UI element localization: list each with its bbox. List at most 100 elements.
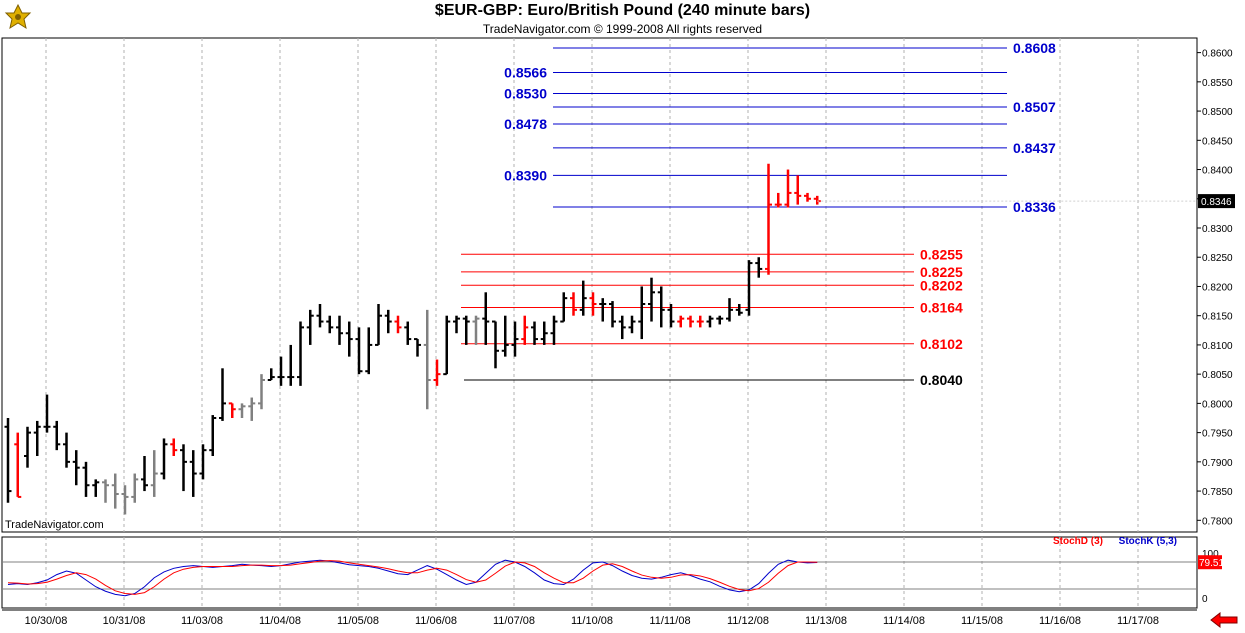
ohlc-bar	[706, 315, 714, 328]
x-tick-label: 11/15/08	[961, 615, 1003, 627]
ohlc-bar	[657, 286, 665, 328]
ohlc-bar	[482, 292, 490, 345]
x-tick-label: 11/06/08	[415, 615, 457, 627]
chart-title: $EUR-GBP: Euro/British Pound (240 minute…	[434, 2, 811, 19]
ohlc-bar	[267, 368, 275, 381]
level-label: 0.8507	[1013, 99, 1056, 115]
level-label: 0.8164	[920, 300, 963, 316]
y-tick-label: 0.7800	[1202, 516, 1233, 527]
ohlc-bar	[336, 315, 343, 345]
ohlc-bar	[667, 304, 675, 328]
ohlc-bar	[365, 327, 373, 375]
ohlc-bar	[628, 315, 636, 334]
ohlc-bar	[511, 321, 519, 357]
ohlc-bar	[531, 321, 538, 345]
watermark-text: TradeNavigator.com	[5, 519, 104, 531]
x-tick-label: 11/10/08	[571, 615, 613, 627]
ohlc-bar	[433, 359, 441, 386]
ohlc-bar	[63, 432, 70, 468]
ohlc-bar	[228, 402, 236, 418]
ohlc-bar	[170, 438, 178, 456]
ohlc-bar	[716, 315, 724, 325]
ohlc-bar	[618, 315, 626, 340]
ohlc-bar	[258, 374, 265, 410]
ohlc-bar	[638, 286, 646, 340]
ohlc-bar	[375, 304, 382, 346]
ohlc-bar	[560, 292, 568, 323]
x-tick-label: 11/16/08	[1039, 615, 1081, 627]
axes: 10/30/08 10/31/08 11/03/08 11/04/08 11/05/08…	[2, 49, 1235, 627]
x-tick-label: 11/17/08	[1117, 615, 1159, 627]
ohlc-bar	[589, 292, 597, 316]
ohlc-bar	[423, 309, 431, 410]
ohlc-bar	[540, 321, 548, 345]
ohlc-bar	[238, 403, 246, 418]
ohlc-bar	[648, 277, 655, 322]
stochastic-lines	[7, 559, 818, 597]
ohlc-bar	[121, 485, 129, 515]
ohlc-bar	[774, 192, 782, 208]
x-tick-label: 10/31/08	[103, 615, 146, 627]
level-label: 0.8390	[504, 167, 547, 183]
ohlc-bar	[219, 368, 226, 421]
ohlc-bar	[765, 163, 772, 275]
ohlc-bar	[492, 320, 499, 369]
x-tick-label: 11/07/08	[493, 615, 535, 627]
ohlc-bar	[189, 450, 197, 497]
x-tick-label: 11/05/08	[337, 615, 379, 627]
stoch-last-value-box	[1198, 555, 1222, 570]
ohlc-bar	[794, 175, 802, 205]
ohlc-bar	[453, 315, 460, 334]
ohlc-bar	[326, 315, 334, 334]
ohlc-bar	[316, 304, 324, 328]
y-tick-label: 0.8150	[1202, 312, 1233, 323]
ohlc-bar	[735, 304, 743, 316]
ohlc-bar	[462, 315, 470, 345]
x-tick-label: 11/14/08	[883, 615, 925, 627]
y-tick-label: 0.8550	[1202, 78, 1233, 89]
ohlc-bar	[102, 479, 109, 503]
ohlc-bar	[687, 315, 694, 328]
ohlc-bar	[443, 315, 451, 376]
ohlc-bar	[4, 418, 12, 503]
ohlc-bar	[813, 195, 821, 205]
stoch-y-tick-label: 0	[1202, 594, 1208, 605]
stochastic-frame	[1, 536, 1198, 609]
ohlc-bar	[141, 456, 148, 492]
y-tick-label: 0.8400	[1202, 166, 1233, 177]
ohlc-bar	[92, 479, 100, 497]
level-label: 0.8530	[504, 86, 547, 102]
ohlc-bar	[804, 192, 811, 202]
level-label: 0.8225	[920, 264, 963, 280]
ohlc-bar	[696, 315, 704, 328]
ohlc-bar	[111, 473, 119, 509]
stoch-y-tick-label: 100	[1202, 549, 1219, 560]
y-tick-label: 0.8250	[1202, 253, 1233, 264]
y-tick-label: 0.8450	[1202, 136, 1233, 147]
red-left-arrow-icon[interactable]	[1210, 611, 1238, 633]
y-tick-label: 0.8500	[1202, 107, 1233, 118]
ohlc-bar	[579, 280, 587, 316]
ohlc-bar	[199, 444, 207, 480]
level-label: 0.8336	[1013, 199, 1056, 215]
ohlc-bar	[414, 338, 421, 357]
ohlc-bar	[160, 438, 168, 480]
y-tick-label: 0.8200	[1202, 282, 1233, 293]
ohlc-bar	[248, 397, 256, 421]
x-tick-label: 11/12/08	[727, 615, 769, 627]
stochd-line	[7, 560, 818, 595]
ohlc-bar	[355, 327, 363, 375]
copyright-subtitle: TradeNavigator.com © 1999-2008 All right…	[482, 22, 763, 36]
ohlc-bar	[755, 257, 763, 278]
price-levels: 0.8608 0.8566 0.8530 0.8507 0.8478 0.8437 0.83…	[461, 40, 1056, 388]
stoch-last-value-label: 79.51	[1199, 558, 1224, 569]
x-tick-label: 10/30/08	[25, 615, 68, 627]
ohlc-bar	[570, 292, 577, 316]
ohlc-bar	[180, 444, 187, 492]
y-tick-label: 0.8100	[1202, 341, 1233, 352]
ohlc-bar	[521, 315, 529, 345]
y-tick-label: 0.8000	[1202, 399, 1233, 410]
ohlc-bar	[150, 450, 158, 497]
ohlc-bar	[131, 473, 139, 503]
ohlc-bar	[726, 298, 733, 322]
